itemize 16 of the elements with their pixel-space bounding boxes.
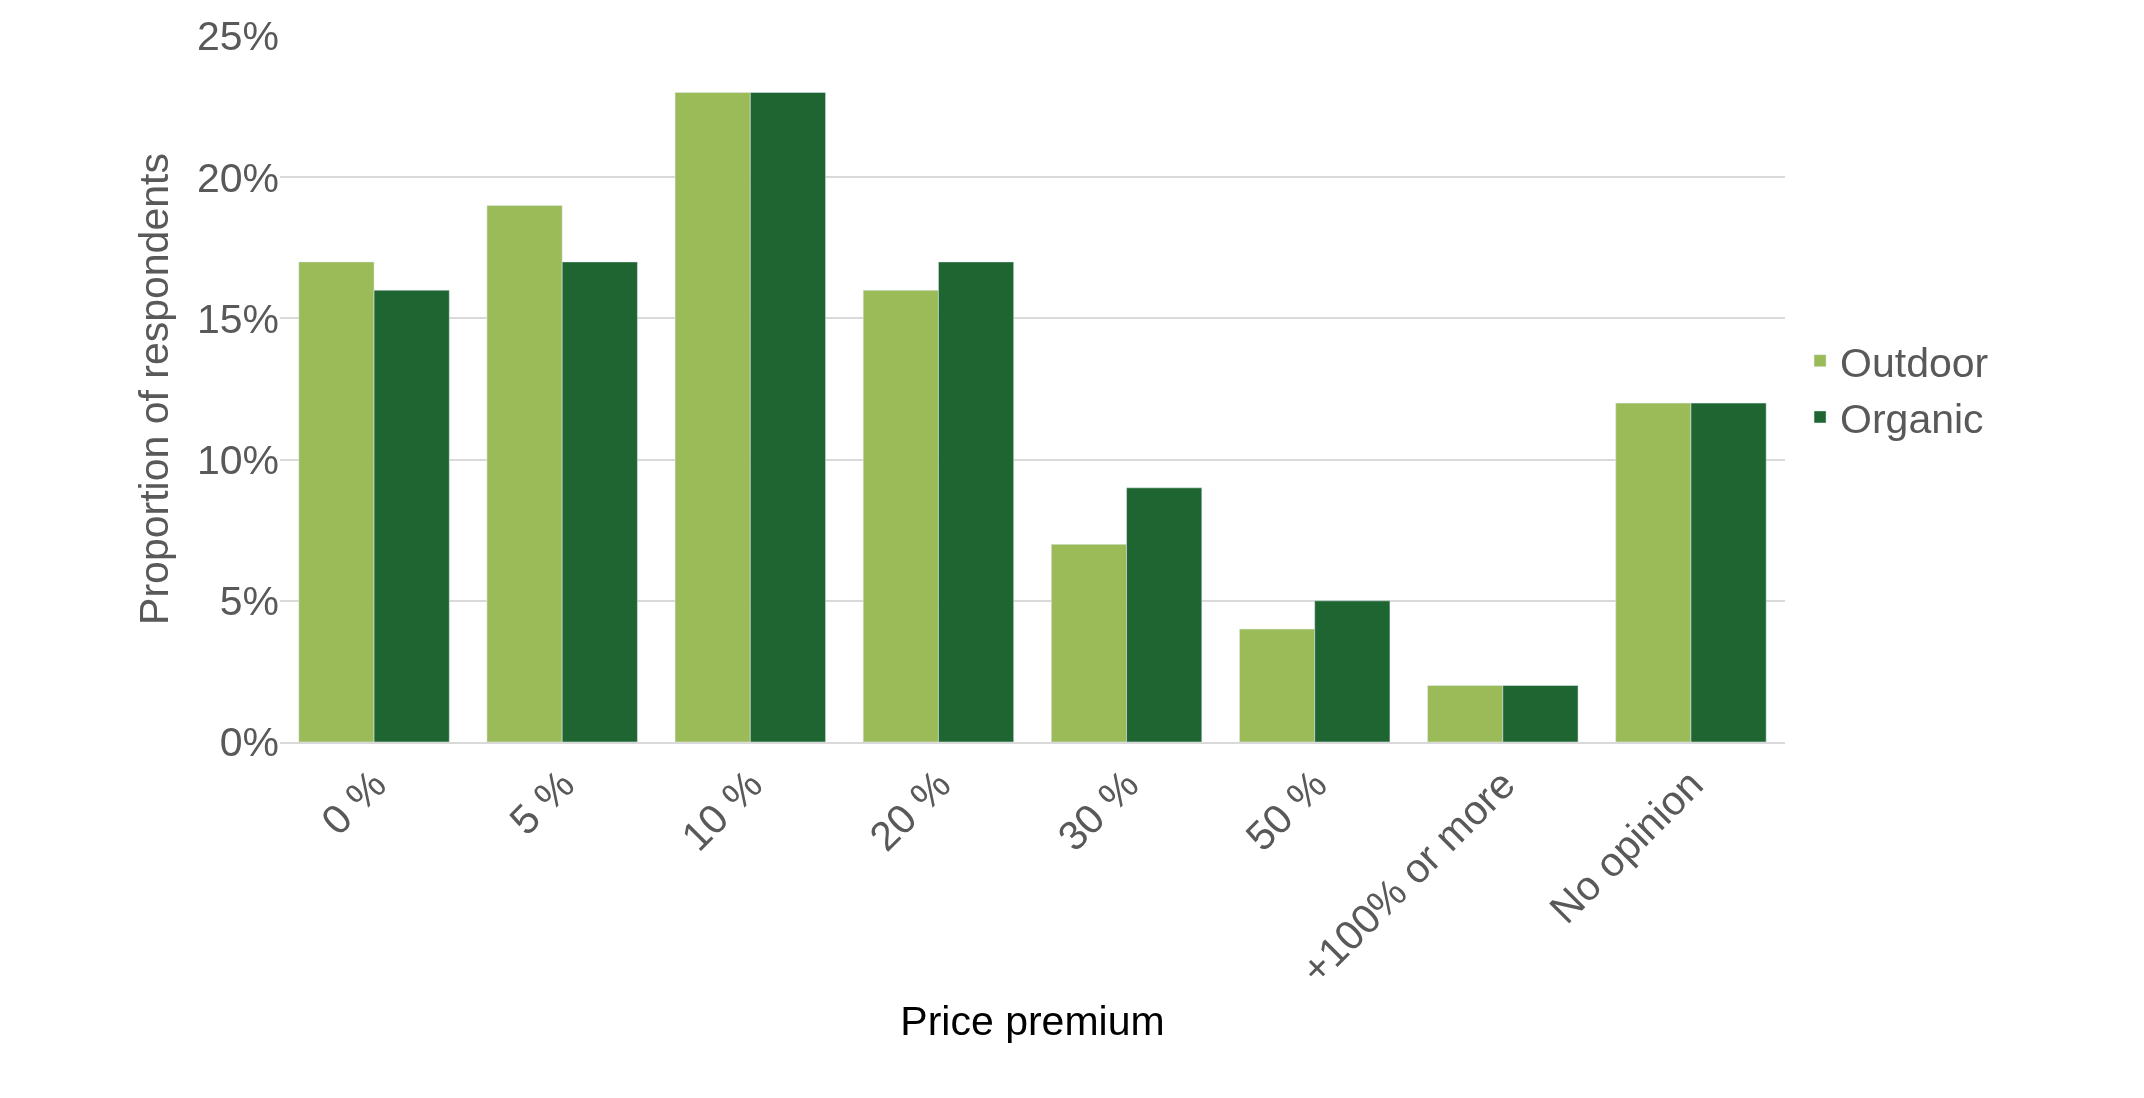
y-axis-title: Proportion of respondents (131, 153, 178, 625)
y-tick-label: 5% (219, 578, 279, 625)
y-tick-label: 15% (196, 295, 279, 342)
x-tick-label: 5 % (500, 761, 584, 844)
x-tick-label: 30 % (1048, 761, 1148, 860)
y-tick-label: 10% (196, 436, 279, 483)
y-tick-label: 0% (219, 719, 279, 766)
legend-label: Outdoor (1840, 339, 1989, 386)
x-tick-label: 0 % (312, 761, 395, 844)
x-tick-label: 20 % (860, 761, 960, 860)
y-tick-label: 25% (196, 13, 279, 60)
x-tick-label: 50 % (1236, 761, 1336, 860)
x-axis-title: Price premium (900, 998, 1165, 1045)
y-tick-label: 20% (196, 154, 279, 201)
x-tick-label: 10 % (672, 761, 772, 860)
legend-label: Organic (1840, 395, 1984, 442)
